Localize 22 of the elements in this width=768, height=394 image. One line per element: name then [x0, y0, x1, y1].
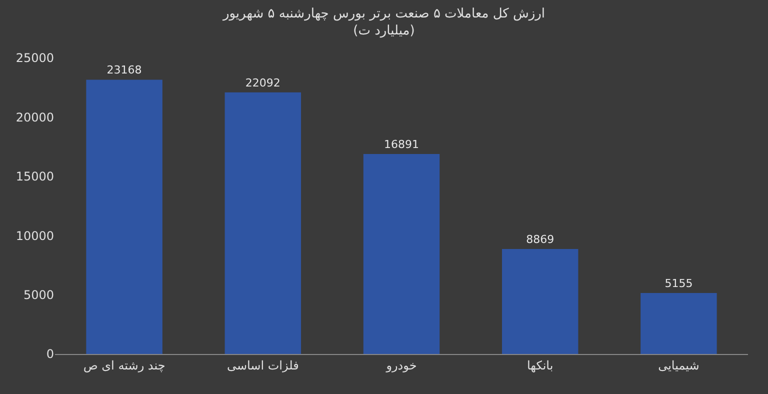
y-tick-label: 15000	[16, 170, 54, 184]
data-label: 23168	[106, 64, 142, 77]
data-label: 16891	[384, 138, 420, 152]
bar	[224, 92, 302, 354]
y-tick-label: 0	[46, 347, 54, 362]
x-tick-label: شیمیایی	[658, 358, 700, 372]
y-tick-label: 25000	[16, 51, 54, 66]
x-tick-label: بانکها	[527, 358, 554, 372]
data-label: 5155	[664, 276, 693, 290]
data-label: 22092	[245, 76, 280, 90]
bar	[86, 80, 162, 354]
bar	[363, 154, 440, 354]
y-tick-label: 10000	[16, 228, 54, 243]
x-tick-label: فلزات اساسی	[226, 358, 299, 372]
x-tick-label: چند رشته ای ص	[83, 358, 166, 372]
bar	[502, 248, 578, 354]
bar	[640, 292, 717, 354]
y-tick-label: 20000	[16, 110, 54, 124]
chart-title: ارزش کل معاملات ۵ صنعت برتر بورس چهارشنبه ۵ شهریور (میلیارد ت)	[222, 6, 546, 39]
x-tick-label: خودرو	[385, 358, 417, 372]
y-tick-label: 5000	[23, 288, 54, 302]
data-label: 8869	[526, 232, 554, 246]
